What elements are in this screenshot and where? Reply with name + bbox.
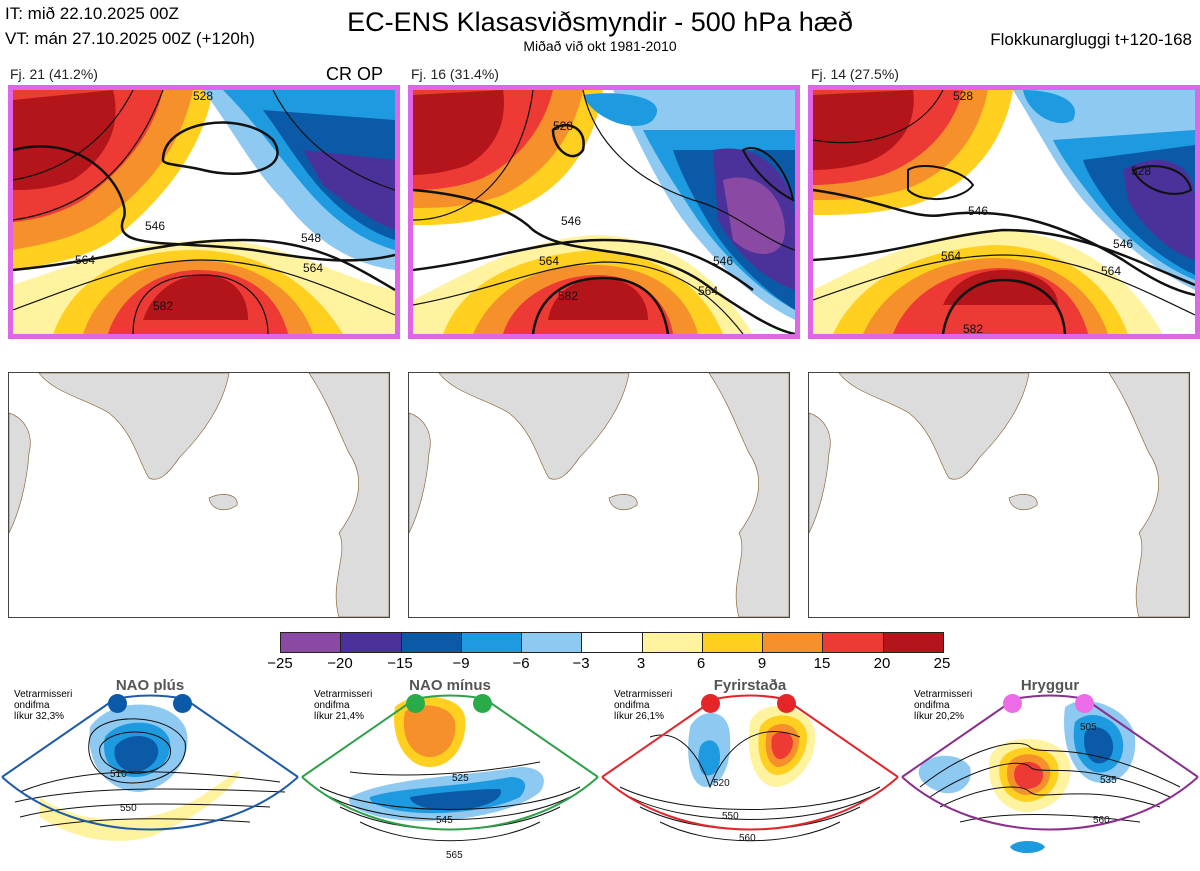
regime-ridge: 505 535 560 Hryggur Vetrarmisseri ondifm…	[900, 677, 1200, 871]
base-map-3	[808, 372, 1190, 618]
regime-contour-label: 550	[120, 803, 137, 814]
regime-nao-plus: 510 550 NAO plús Vetrarmisseri ondifma l…	[0, 677, 300, 871]
regime-dot	[1003, 694, 1022, 713]
base-map-2	[408, 372, 790, 618]
regime-info: Vetrarmisseri ondifma líkur 21,4%	[314, 689, 373, 722]
cluster-2-contour-label: 564	[539, 254, 559, 268]
cluster-1-label: Fj. 21 (41.2%)	[10, 66, 98, 82]
regime-dot	[473, 694, 492, 713]
regime-nao-minus: 525 545 565 NAO mínus Vetrarmisseri ondi…	[300, 677, 600, 871]
page-title: EC-ENS Klasasviðsmyndir - 500 hPa hæð	[347, 7, 853, 37]
colorbar-swatch	[401, 633, 462, 652]
regime-dot	[108, 694, 127, 713]
regime-contour-label: 505	[1080, 722, 1097, 733]
cluster-2-label: Fj. 16 (31.4%)	[411, 66, 499, 82]
cluster-map-3: 546 564 564 528 528 582 546	[808, 85, 1200, 339]
colorbar-tick: −25	[267, 655, 293, 672]
regime-title: Fyrirstaða	[713, 677, 787, 694]
cluster-1-contour-label: 528	[193, 90, 213, 103]
cluster-3-contour-label: 546	[968, 204, 988, 218]
cluster-1-contour-label: 548	[301, 231, 321, 245]
cluster-2-contour-label: 546	[713, 254, 733, 268]
regime-dot	[173, 694, 192, 713]
regime-title: NAO mínus	[409, 677, 491, 694]
regime-contour-label: 550	[722, 811, 739, 822]
regime-contour-label: 560	[739, 833, 756, 844]
colorbar-tick: 25	[933, 655, 951, 672]
colorbar-swatch	[582, 633, 643, 652]
regime-contour-label: 565	[446, 850, 463, 861]
colorbar-tick: −9	[452, 655, 470, 672]
regime-contour-label: 510	[110, 769, 127, 780]
colorbar-swatch	[281, 633, 342, 652]
cluster-2-contour-label: 582	[558, 289, 578, 303]
colorbar-tick: −20	[327, 655, 353, 672]
cluster-map-1: 546 548 564 564 582 528	[8, 85, 400, 339]
regime-contour-label: 560	[1093, 815, 1110, 826]
page-subtitle: Miðað við okt 1981-2010	[523, 38, 677, 54]
colorbar-swatch	[823, 633, 884, 652]
classification-window: Flokkunargluggi t+120-168	[990, 30, 1192, 49]
colorbar-tick: 3	[636, 655, 646, 672]
regime-info: Vetrarmisseri ondifma líkur 20,2%	[914, 689, 973, 722]
anomaly-colorbar	[280, 632, 944, 653]
colorbar-tick: 9	[757, 655, 767, 672]
regime-blocking: 520 550 560 Fyrirstaða Vetrarmisseri ond…	[600, 677, 900, 871]
regime-info: Vetrarmisseri ondifma líkur 26,1%	[614, 689, 673, 722]
regime-contour-label: 535	[1100, 775, 1117, 786]
colorbar-swatch	[341, 633, 402, 652]
regime-contour-label: 520	[713, 778, 730, 789]
colorbar-tick: −15	[387, 655, 413, 672]
cluster-1-contour-label: 564	[75, 253, 95, 267]
cluster-2-contour-label: 564	[698, 284, 718, 298]
base-map-1	[8, 372, 390, 618]
regime-dot	[701, 694, 720, 713]
colorbar-swatch	[522, 633, 583, 652]
colorbar-swatch	[461, 633, 523, 652]
cluster-1-tag: CR OP	[326, 64, 384, 84]
cluster-3-contour-label: 582	[963, 322, 983, 334]
regime-title: Hryggur	[1020, 677, 1080, 694]
cluster-1-contour-label: 546	[145, 219, 165, 233]
cluster-3-contour-label: 564	[1101, 264, 1121, 278]
regime-dot	[777, 694, 796, 713]
valid-time: VT: mán 27.10.2025 00Z (+120h)	[5, 29, 255, 48]
cluster-2-contour-label: 528	[553, 119, 573, 133]
colorbar-tick: 6	[696, 655, 706, 672]
colorbar-tick: 20	[873, 655, 891, 672]
regime-info: Vetrarmisseri ondifma líkur 32,3%	[14, 689, 73, 722]
regime-dot	[406, 694, 425, 713]
cluster-2-contour-label: 546	[561, 214, 581, 228]
cluster-3-contour-label: 528	[1131, 164, 1151, 178]
colorbar-swatch	[642, 633, 703, 652]
regime-dot	[1075, 694, 1094, 713]
regime-contour-label: 545	[436, 815, 453, 826]
colorbar-tick: −6	[512, 655, 530, 672]
cluster-3-label: Fj. 14 (27.5%)	[811, 66, 899, 82]
colorbar-tick: 15	[813, 655, 831, 672]
colorbar-swatch	[702, 633, 764, 652]
init-time: IT: mið 22.10.2025 00Z	[5, 4, 179, 23]
cluster-3-contour-label: 528	[953, 90, 973, 103]
regime-contour-label: 525	[452, 773, 469, 784]
colorbar-swatch	[883, 633, 943, 652]
cluster-1-contour-label: 582	[153, 299, 173, 313]
cluster-3-contour-label: 546	[1113, 237, 1133, 251]
colorbar-swatch	[763, 633, 824, 652]
regime-title: NAO plús	[115, 677, 185, 694]
cluster-map-2: 546 564 564 582 528 546	[408, 85, 800, 339]
cluster-3-contour-label: 564	[941, 249, 961, 263]
cluster-1-contour-label: 564	[303, 261, 323, 275]
colorbar-tick: −3	[572, 655, 590, 672]
